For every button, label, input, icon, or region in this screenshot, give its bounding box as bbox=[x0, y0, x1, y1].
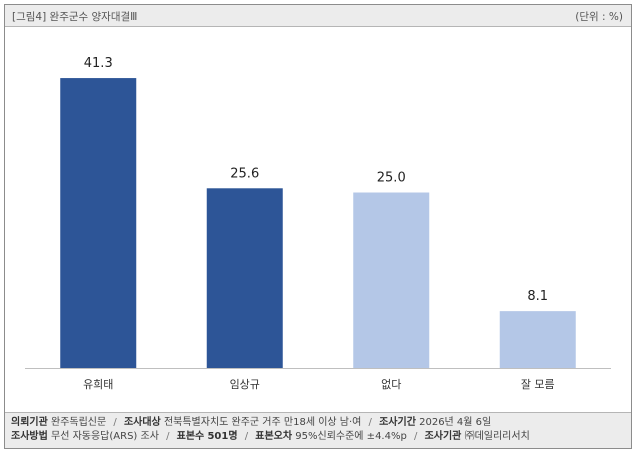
chart-title: [그림4] 완주군수 양자대결Ⅲ bbox=[12, 11, 138, 23]
value-label: 25.0 bbox=[377, 171, 406, 186]
footer-label: 표본수 bbox=[176, 431, 205, 442]
footer-value: 501명 bbox=[207, 431, 238, 442]
bar-3 bbox=[353, 192, 430, 368]
footer-line-1: 의뢰기관 완주독립신문 / 조사대상 전북특별자치도 완주군 거주 만18세 이… bbox=[11, 417, 492, 428]
footer-value: ㈜데일리리서치 bbox=[464, 431, 530, 442]
bar-4 bbox=[499, 311, 576, 368]
value-label: 41.3 bbox=[84, 56, 113, 71]
bar-chart: 41.3 25.6 25.0 8.1 bbox=[25, 56, 611, 369]
unit-label: (단위 : %) bbox=[575, 11, 623, 23]
footer-label: 조사기간 bbox=[379, 417, 416, 428]
footer-value: 완주독립신문 bbox=[51, 417, 107, 428]
category-label: 임상규 bbox=[230, 378, 260, 391]
footer-label: 의뢰기관 bbox=[11, 417, 48, 428]
footer-value: 2026년 4월 6일 bbox=[419, 417, 492, 428]
chart-frame: [그림4] 완주군수 양자대결Ⅲ (단위 : %) 41.3 25.6 25.0 8.… bbox=[4, 4, 632, 449]
chart-header: [그림4] 완주군수 양자대결Ⅲ (단위 : %) bbox=[5, 5, 631, 27]
category-label: 유희태 bbox=[83, 378, 113, 391]
footer-value: 무선 자동응답(ARS) 조사 bbox=[51, 431, 159, 442]
footer-label: 조사방법 bbox=[11, 431, 48, 442]
footer-label: 조사대상 bbox=[123, 417, 161, 428]
category-label: 잘 모름 bbox=[521, 378, 555, 391]
survey-info-footer: 의뢰기관 완주독립신문 / 조사대상 전북특별자치도 완주군 거주 만18세 이… bbox=[5, 412, 631, 448]
bar-1 bbox=[60, 78, 137, 368]
footer-value: 95%신뢰수준에 ±4.4%p bbox=[295, 431, 407, 442]
footer-label: 표본오차 bbox=[255, 431, 293, 442]
category-label: 없다 bbox=[381, 378, 401, 391]
footer-value: 전북특별자치도 완주군 거주 만18세 이상 남·여 bbox=[163, 417, 362, 428]
footer-line-2: 조사방법 무선 자동응답(ARS) 조사 / 표본수 501명 / 표본오차 9… bbox=[11, 431, 530, 442]
category-axis: 유희태 임상규 없다 잘 모름 bbox=[83, 378, 555, 391]
value-label: 8.1 bbox=[527, 289, 548, 304]
footer-label: 조사기관 bbox=[424, 431, 462, 442]
bar-2 bbox=[206, 188, 283, 368]
value-label: 25.6 bbox=[230, 166, 259, 181]
